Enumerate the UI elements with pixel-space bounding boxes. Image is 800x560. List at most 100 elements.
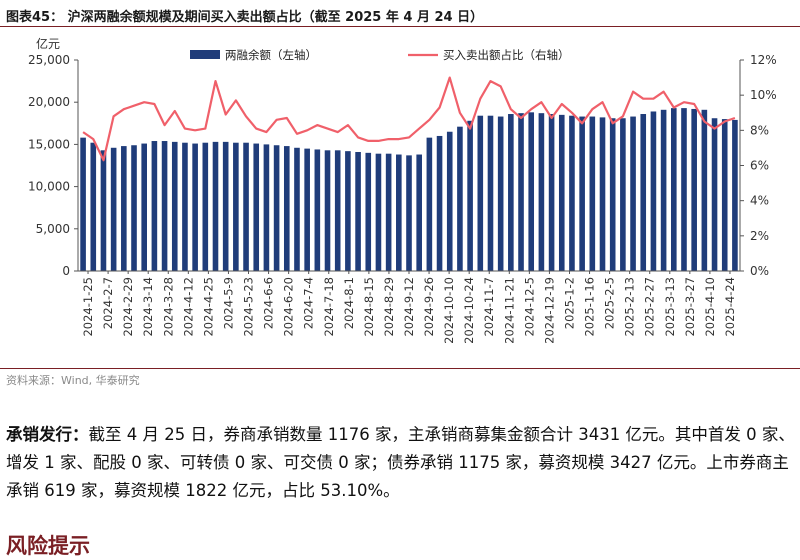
balance-bar bbox=[80, 137, 86, 271]
figure-title: 图表45： 沪深两融余额规模及期间买入卖出额占比（截至 2025 年 4 月 2… bbox=[6, 10, 484, 25]
balance-bar bbox=[273, 145, 280, 271]
balance-bar bbox=[599, 117, 606, 271]
x-axis-tick-label: 2025-4-10 bbox=[703, 277, 717, 337]
balance-bar bbox=[253, 143, 260, 271]
x-axis-tick-label: 2024-9-26 bbox=[422, 277, 436, 337]
balance-bar bbox=[579, 116, 585, 271]
balance-bar bbox=[283, 146, 290, 271]
balance-bar bbox=[375, 153, 382, 271]
balance-bar bbox=[640, 114, 647, 272]
balance-bar bbox=[477, 115, 484, 271]
balance-bar bbox=[151, 141, 158, 271]
x-axis-tick-label: 2025-2-13 bbox=[623, 277, 637, 337]
right-axis-tick-label: 0% bbox=[750, 264, 769, 278]
balance-bar bbox=[396, 154, 402, 271]
balance-bar bbox=[324, 150, 331, 271]
balance-bar bbox=[406, 155, 412, 271]
x-axis-tick-label: 2024-3-28 bbox=[161, 277, 175, 337]
x-axis-tick-label: 2024-12-5 bbox=[522, 277, 536, 337]
balance-bar bbox=[681, 108, 687, 271]
balance-bar bbox=[355, 151, 361, 271]
x-axis-tick-label: 2025-1-2 bbox=[563, 277, 577, 329]
right-axis-tick-label: 6% bbox=[750, 159, 769, 173]
right-axis-tick-label: 12% bbox=[750, 53, 777, 67]
turnover-ratio-line bbox=[82, 76, 736, 162]
x-axis-tick-label: 2024-7-4 bbox=[302, 277, 316, 329]
balance-bar bbox=[426, 137, 433, 271]
x-axis-tick-label: 2024-3-14 bbox=[141, 277, 155, 337]
x-axis-tick-label: 2024-8-1 bbox=[342, 277, 356, 329]
right-axis-tick-label: 4% bbox=[750, 194, 769, 208]
legend-bar-label: 两融余额（左轴） bbox=[225, 48, 317, 62]
balance-bar bbox=[732, 119, 738, 271]
x-axis-tick-label: 2024-12-19 bbox=[542, 277, 556, 344]
x-axis-tick-label: 2024-11-7 bbox=[482, 277, 496, 337]
left-axis-tick-label: 15,000 bbox=[28, 137, 70, 151]
balance-bar bbox=[100, 150, 107, 271]
x-axis-tick-label: 2024-1-25 bbox=[81, 277, 95, 337]
balance-bar bbox=[528, 112, 535, 271]
balance-bar bbox=[202, 142, 209, 271]
x-axis-tick-label: 2024-2-7 bbox=[101, 277, 115, 329]
left-axis-tick-label: 20,000 bbox=[28, 95, 70, 109]
balance-bar bbox=[436, 135, 443, 271]
balance-bar bbox=[243, 142, 249, 271]
x-axis-tick-label: 2024-11-21 bbox=[502, 277, 516, 344]
balance-bar bbox=[192, 143, 198, 271]
balance-bar bbox=[294, 147, 300, 271]
balance-bar bbox=[457, 126, 463, 272]
underwriting-paragraph: 承销发行：截至 4 月 25 日，券商承销数量 1176 家，主承销商募集金额合… bbox=[6, 421, 796, 505]
balance-bar bbox=[182, 142, 188, 271]
x-axis-tick-label: 2025-2-27 bbox=[643, 277, 657, 337]
balance-bar bbox=[569, 115, 575, 271]
balance-bar bbox=[121, 146, 127, 271]
x-axis-tick-label: 2024-4-12 bbox=[181, 277, 195, 337]
title-rule bbox=[0, 26, 800, 27]
balance-bar bbox=[304, 148, 310, 271]
balance-bar bbox=[446, 131, 453, 271]
balance-bar bbox=[487, 115, 494, 271]
balance-bar bbox=[141, 143, 148, 271]
x-axis-tick-label: 2024-5-23 bbox=[242, 277, 256, 337]
balance-bar bbox=[630, 116, 636, 271]
balance-bar bbox=[650, 111, 657, 271]
balance-bar bbox=[711, 118, 718, 272]
balance-bar bbox=[385, 153, 392, 271]
margin-balance-chart: 亿元 0 5,000 10,000 15,000 20,000 25,000 0% 2% 4% 6… bbox=[28, 36, 777, 344]
x-axis-tick-label: 2025-1-16 bbox=[583, 277, 597, 337]
source-note: 资料来源：Wind, 华泰研究 bbox=[6, 374, 140, 387]
x-axis-tick-label: 2024-6-6 bbox=[262, 277, 276, 329]
left-axis-tick-label: 0 bbox=[62, 264, 70, 278]
chart-legend: 两融余额（左轴） 买入卖出额占比（右轴） bbox=[190, 48, 570, 62]
balance-bar bbox=[609, 118, 616, 272]
x-axis-tick-label: 2024-10-24 bbox=[462, 277, 476, 344]
x-axis-tick-label: 2025-3-13 bbox=[663, 277, 677, 337]
right-axis-tick-label: 8% bbox=[750, 123, 769, 137]
right-axis-tick-label: 10% bbox=[750, 88, 777, 102]
balance-bar bbox=[222, 141, 229, 271]
x-axis-tick-label: 2024-4-25 bbox=[201, 277, 215, 337]
balance-bar bbox=[558, 114, 565, 271]
x-axis-tick-label: 2024-2-29 bbox=[121, 277, 135, 337]
balance-bar bbox=[508, 114, 514, 272]
balance-bar bbox=[691, 108, 697, 272]
x-axis-tick-label: 2025-4-24 bbox=[723, 277, 737, 337]
left-axis-tick-label: 10,000 bbox=[28, 180, 70, 194]
balance-bar bbox=[334, 150, 341, 271]
source-rule bbox=[0, 368, 800, 369]
x-axis-tick-label: 2025-2-5 bbox=[603, 277, 617, 329]
x-axis-tick-label: 2024-10-10 bbox=[442, 277, 456, 344]
legend-line-label: 买入卖出额占比（右轴） bbox=[443, 48, 570, 62]
balance-bar bbox=[548, 114, 555, 272]
paragraph-text: 截至 4 月 25 日，券商承销数量 1176 家，主承销商募集金额合计 343… bbox=[6, 425, 795, 500]
balance-bar bbox=[171, 141, 178, 271]
balance-bar bbox=[314, 149, 321, 271]
balance-bar bbox=[416, 154, 422, 271]
balance-bar bbox=[660, 109, 667, 272]
x-axis-tick-label: 2024-9-12 bbox=[402, 277, 416, 337]
balance-bar bbox=[620, 118, 626, 272]
balance-bar bbox=[212, 141, 219, 271]
legend-bar-swatch bbox=[190, 50, 220, 59]
left-axis-tick-label: 25,000 bbox=[28, 53, 70, 67]
balance-bar bbox=[233, 142, 239, 271]
